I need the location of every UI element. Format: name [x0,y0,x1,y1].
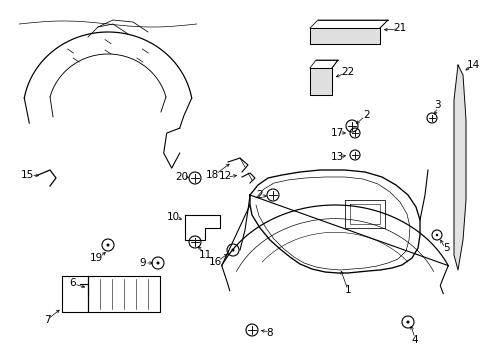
Text: 11: 11 [198,250,211,260]
Text: 19: 19 [89,253,102,263]
Text: 2: 2 [363,110,369,120]
Text: 15: 15 [20,170,34,180]
Text: 14: 14 [466,60,479,70]
Circle shape [156,261,159,265]
Text: 22: 22 [341,67,354,77]
Polygon shape [309,68,331,95]
Text: 20: 20 [175,172,188,182]
Circle shape [106,243,109,247]
Text: 3: 3 [433,100,439,110]
Text: 5: 5 [442,243,448,253]
Text: 13: 13 [330,152,343,162]
Text: 12: 12 [218,171,231,181]
Text: 16: 16 [208,257,221,267]
Circle shape [406,320,408,324]
Text: 8: 8 [266,328,273,338]
Text: 4: 4 [411,335,417,345]
Text: 18: 18 [205,170,218,180]
Text: 7: 7 [43,315,50,325]
Text: 2: 2 [256,190,263,200]
Text: 9: 9 [140,258,146,268]
Polygon shape [453,65,465,270]
Text: 6: 6 [70,278,76,288]
Polygon shape [309,28,379,44]
Text: 10: 10 [166,212,179,222]
Text: 21: 21 [392,23,406,33]
Circle shape [231,248,234,252]
Text: 17: 17 [330,128,343,138]
Text: 1: 1 [344,285,350,295]
Circle shape [435,234,437,236]
